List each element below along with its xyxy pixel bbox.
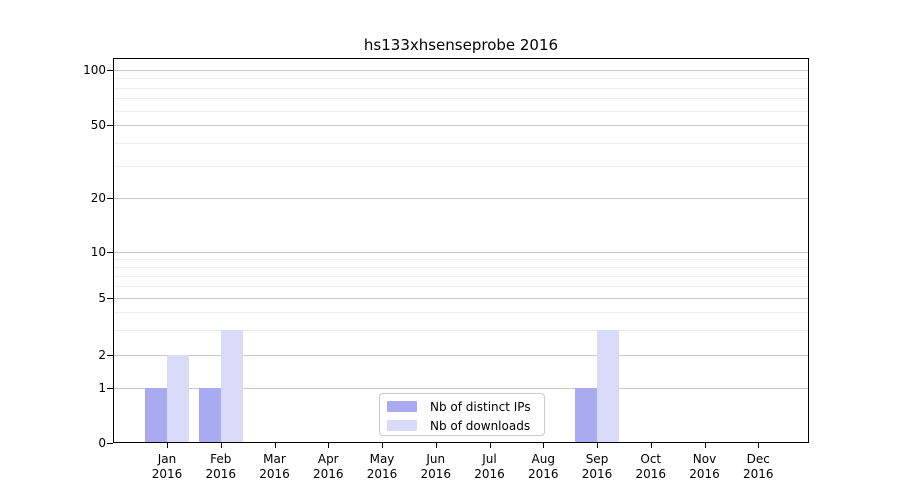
x-axis-tick [650,443,652,448]
y-axis-tick [107,198,113,199]
y-minor-gridline [114,110,808,112]
plot-area [113,58,809,443]
y-major-gridline [114,198,808,199]
y-axis-tick-label: 20 [90,191,106,205]
y-major-gridline [114,252,808,253]
x-axis-tick [274,443,276,448]
y-minor-gridline [114,275,808,277]
x-axis-tick-label: Jul 2016 [458,452,522,482]
x-tick-label-line: 2016 [581,467,613,481]
x-axis-tick-label: May 2016 [350,452,414,482]
legend: Nb of distinct IPs Nb of downloads [379,393,545,436]
x-tick-label-line: 2016 [366,467,398,481]
x-tick-label-line: 2016 [151,467,183,481]
x-tick-label-line: Feb [210,452,232,466]
y-axis-tick [107,70,113,71]
x-axis-tick [543,443,545,448]
y-axis-tick-label: 5 [98,291,106,305]
x-tick-label-line: 2016 [742,467,774,481]
bar-nb-of-downloads-jan-2016 [167,355,189,442]
x-axis-tick-label: Jan 2016 [135,452,199,482]
y-major-gridline [114,355,808,356]
y-minor-gridline [114,258,808,260]
x-tick-label-line: Sep [585,452,609,466]
legend-swatch-downloads-icon [387,420,417,431]
bar-nb-of-distinct-ips-jan-2016 [145,388,167,442]
x-axis-tick [704,443,706,448]
y-minor-gridline [114,266,808,268]
y-minor-gridline [114,142,808,144]
y-axis-tick [107,388,113,389]
y-minor-gridline [114,285,808,287]
x-axis-tick [328,443,330,448]
x-axis-tick-label: Jun 2016 [404,452,468,482]
bar-nb-of-distinct-ips-sep-2016 [575,388,597,442]
y-major-gridline [114,70,808,71]
x-axis-tick [597,443,598,448]
bar-nb-of-downloads-feb-2016 [220,329,243,442]
x-axis-tick-label: Nov 2016 [673,452,737,482]
y-axis-tick-label: 100 [83,63,106,77]
legend-label-distinct-ips: Nb of distinct IPs [430,399,531,414]
y-axis-tick [107,125,113,126]
x-axis-tick [382,443,383,448]
x-tick-label-line: 2016 [312,467,344,481]
x-axis-tick-label: Oct 2016 [619,452,683,482]
y-axis-tick-label: 10 [90,245,106,259]
y-axis-tick-label: 50 [90,118,106,132]
y-minor-gridline [114,165,808,167]
bar-nb-of-downloads-sep-2016 [597,329,619,442]
y-major-gridline [114,125,808,126]
x-axis-tick [220,443,222,448]
x-tick-label-line: Jan [157,452,177,466]
x-tick-label-line: Apr [317,452,339,466]
y-minor-gridline [114,98,808,100]
x-tick-label-line: Jun [426,452,446,466]
x-tick-label-line: 2016 [689,467,720,481]
x-tick-label-line: Nov [692,452,717,466]
x-tick-label-line: Dec [746,452,770,466]
x-tick-label-line: Mar [263,452,286,466]
x-tick-label-line: 2016 [205,467,237,481]
x-tick-label-line: 2016 [259,467,290,481]
y-axis-tick [107,443,113,444]
y-axis-tick [107,252,113,253]
y-major-gridline [114,388,808,389]
legend-item-downloads: Nb of downloads [387,416,544,435]
x-tick-label-line: 2016 [420,467,452,481]
bar-nb-of-distinct-ips-feb-2016 [198,388,221,442]
x-axis-tick [758,443,760,448]
chart-title: hs133xhsenseprobe 2016 [363,36,559,54]
y-axis-tick-label: 0 [98,436,106,450]
x-axis-tick-label: Aug 2016 [511,452,575,482]
y-axis-tick-label: 2 [98,348,106,362]
y-minor-gridline [114,329,808,331]
y-minor-gridline [114,311,808,313]
x-axis-tick-label: Mar 2016 [243,452,307,482]
x-axis-tick-label: Dec 2016 [726,452,790,482]
x-tick-label-line: Aug [531,452,555,466]
x-axis-tick-label: Sep 2016 [565,452,629,482]
legend-item-distinct-ips: Nb of distinct IPs [387,397,544,416]
x-axis-tick [435,443,437,448]
y-axis-tick [107,298,113,299]
x-tick-label-line: May [369,452,395,466]
y-minor-gridline [114,78,808,80]
x-tick-label-line: 2016 [474,467,505,481]
x-axis-tick [489,443,491,448]
y-axis-tick-label: 1 [98,381,106,395]
y-major-gridline [114,298,808,299]
y-axis-tick [107,355,113,356]
x-axis-tick [167,443,168,448]
x-tick-label-line: Oct [640,452,662,466]
legend-swatch-distinct-ips-icon [387,401,417,412]
x-tick-label-line: Jul [482,452,497,466]
legend-label-downloads: Nb of downloads [430,418,531,433]
x-axis-tick-label: Apr 2016 [296,452,360,482]
x-axis-tick-label: Feb 2016 [189,452,253,482]
y-minor-gridline [114,87,808,89]
x-tick-label-line: 2016 [635,467,667,481]
x-tick-label-line: 2016 [527,467,559,481]
